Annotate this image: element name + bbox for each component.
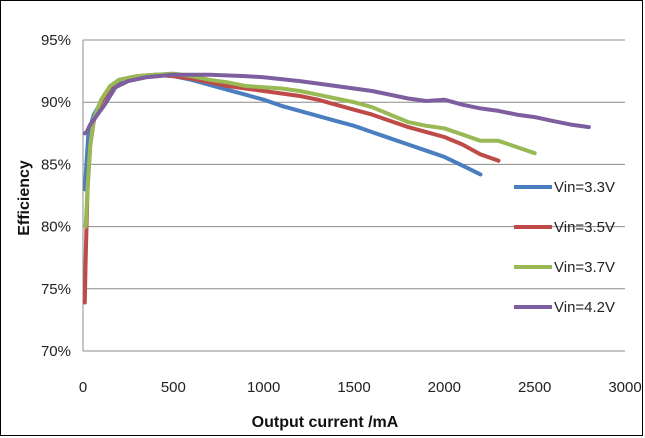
legend-label: Vin=3.5V (554, 219, 615, 236)
legend-label: Vin=4.2V (554, 299, 615, 316)
y-axis-ticks: 70% 75% 80% 85% 90% 95% (41, 32, 71, 360)
series-line-3 (83, 71, 537, 229)
y-axis-title: Efficiency (16, 160, 33, 236)
y-tick-label: 80% (41, 219, 71, 236)
x-tick-label: 500 (161, 379, 186, 396)
legend-label: Vin=3.3V (554, 179, 615, 196)
x-tick-label: 1000 (247, 379, 280, 396)
y-tick-label: 70% (41, 343, 71, 360)
y-tick-label: 85% (41, 156, 71, 173)
x-axis-title: Output current /mA (252, 414, 399, 431)
y-tick-label: 95% (41, 32, 71, 49)
x-tick-label: 2500 (518, 379, 551, 396)
x-tick-label: 3000 (608, 379, 641, 396)
x-axis-ticks: 0 500 1000 1500 2000 2500 3000 (79, 379, 642, 396)
y-tick-label: 90% (41, 94, 71, 111)
legend: Vin=3.3V Vin=3.5V Vin=3.7V Vin=4.2V (514, 179, 615, 316)
legend-label: Vin=3.7V (554, 259, 615, 276)
series-lines (82, 71, 591, 305)
x-tick-label: 1500 (337, 379, 370, 396)
y-tick-label: 75% (41, 281, 71, 298)
series-line-4 (82, 72, 591, 136)
x-tick-label: 2000 (428, 379, 461, 396)
x-tick-label: 0 (79, 379, 87, 396)
